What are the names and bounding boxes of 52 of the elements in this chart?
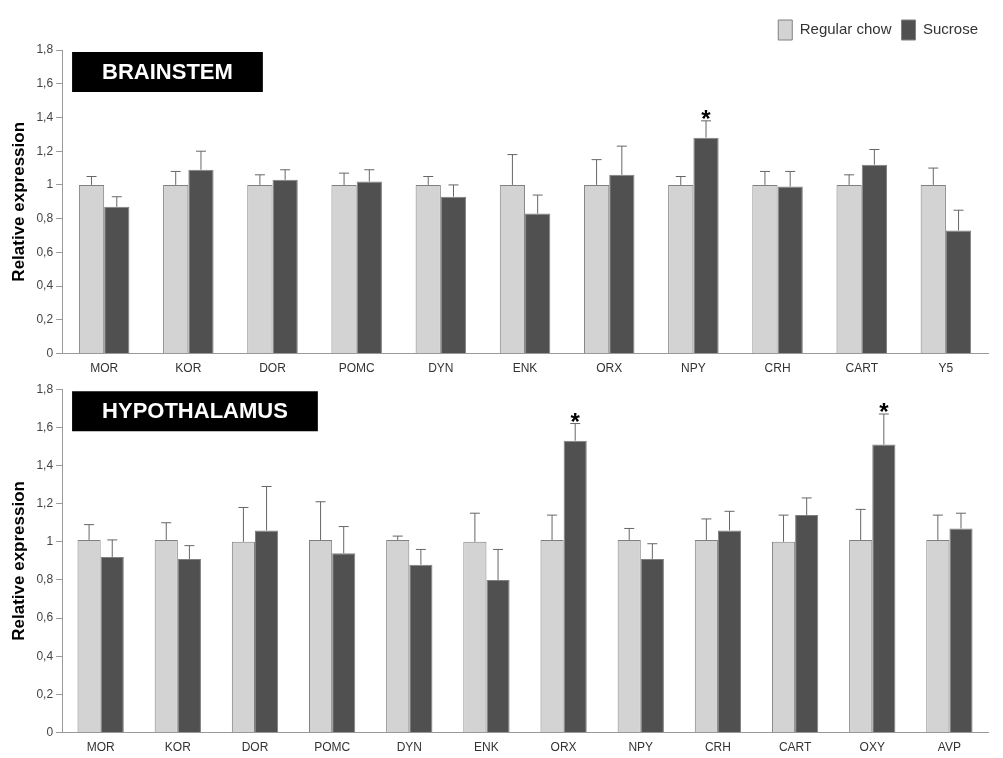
y-tick-label: 1,4 [36,109,54,124]
legend-label: Sucrose [922,20,978,38]
x-tick-label: Y5 [938,361,954,376]
x-tick-label: ENK [474,740,499,755]
y-tick-label: 0,2 [36,312,54,327]
y-tick-label: 1,6 [36,419,54,434]
x-tick-label: POMC [314,740,351,755]
y-axis-title: Relative expression [8,481,28,641]
x-tick-label: DOR [241,740,269,755]
x-tick-label: CART [778,740,812,755]
x-tick-label: ENK [512,361,538,376]
x-tick-label: ORX [550,740,577,755]
x-tick-label: NPY [628,740,654,755]
x-tick-label: CRH [704,740,731,755]
x-tick-label: KOR [175,361,202,376]
legend-label: Regular chow [799,20,892,38]
annotation: * [570,407,581,435]
x-tick-label: MOR [90,361,119,376]
x-tick-label: OXY [859,740,885,755]
y-tick-label: 1,6 [36,76,54,91]
x-tick-label: CART [845,361,879,376]
y-tick-label: 0,4 [36,648,54,663]
chart-title: BRAINSTEM [102,59,233,85]
x-tick-label: MOR [86,740,115,755]
y-tick-label: 1 [46,534,54,549]
y-tick-label: 0,2 [36,686,54,701]
y-tick-label: 0,8 [36,210,54,225]
y-tick-label: 1 [46,177,54,192]
annotation: * [701,104,712,132]
x-tick-label: NPY [681,361,706,376]
y-tick-label: 0,6 [36,610,54,625]
y-tick-label: 1,4 [36,457,54,472]
x-tick-label: CRH [764,361,791,376]
y-axis-title: Relative expression [8,121,28,282]
y-tick-label: 0 [46,345,54,360]
y-tick-label: 1,2 [36,495,54,510]
annotation: * [879,398,890,425]
y-tick-label: 1,8 [36,42,54,57]
y-tick-label: 0,4 [36,278,54,293]
x-tick-label: DOR [259,361,287,376]
y-tick-label: 0,8 [36,572,54,587]
y-tick-label: 1,8 [36,381,54,396]
x-tick-label: DYN [396,740,422,755]
y-tick-label: 0 [46,724,54,739]
chart-title: HYPOTHALAMUS [102,398,288,424]
x-tick-label: AVP [937,740,961,755]
x-tick-label: KOR [164,740,192,755]
x-tick-label: DYN [428,361,454,376]
y-tick-label: 0,6 [36,244,54,259]
x-tick-label: POMC [338,361,376,376]
y-tick-label: 1,2 [36,143,54,158]
x-tick-label: ORX [596,361,623,376]
